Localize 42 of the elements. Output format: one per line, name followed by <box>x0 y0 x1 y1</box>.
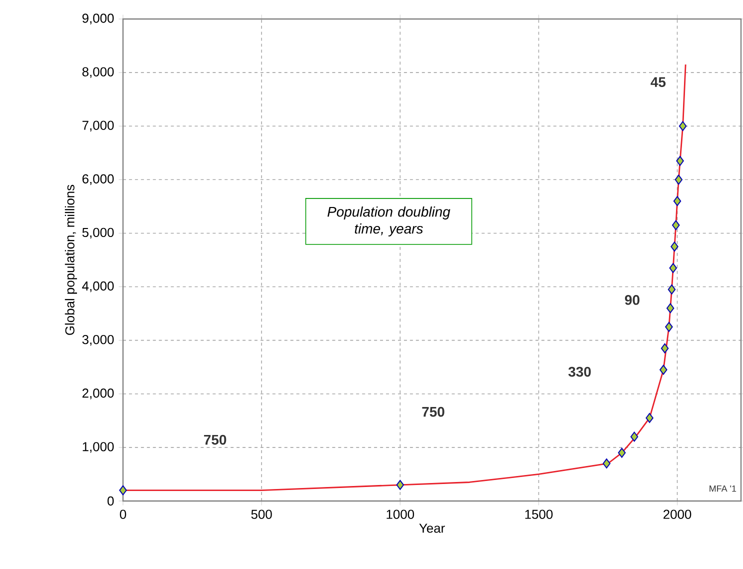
y-tick-label: 1,000 <box>82 442 114 453</box>
point <box>630 432 638 442</box>
y-tick-label: 3,000 <box>82 334 114 346</box>
point <box>669 263 677 274</box>
y-tick-label: 6,000 <box>82 174 114 186</box>
y-tick-label: 8,000 <box>82 67 114 78</box>
x-tick-label: 1000 <box>386 510 414 519</box>
annotation: 45 <box>650 77 666 88</box>
y-axis-title: Global population, millions <box>64 184 77 335</box>
x-tick-label: 1500 <box>525 510 553 519</box>
x-tick-label: 2000 <box>664 510 692 519</box>
point <box>670 242 678 252</box>
point <box>660 343 669 354</box>
point <box>678 121 687 132</box>
annotation: 330 <box>568 366 591 377</box>
annotation: 90 <box>624 295 640 305</box>
point <box>674 174 683 185</box>
y-tick-label: 0 <box>108 496 114 506</box>
point <box>676 156 684 166</box>
point <box>672 220 680 230</box>
annotation: MFA '1 <box>710 485 736 492</box>
y-tick-label: 4,000 <box>82 281 114 292</box>
point <box>119 485 127 496</box>
point <box>660 364 668 375</box>
point <box>665 322 673 332</box>
y-tick-label: 7,000 <box>82 120 114 132</box>
y-tick-label: 5,000 <box>82 228 114 239</box>
point <box>668 284 676 294</box>
point <box>396 480 404 490</box>
x-tick-label: 500 <box>251 510 272 519</box>
y-tick-label: 2,000 <box>82 388 114 400</box>
annotation: Population doubling time, years <box>328 206 450 236</box>
point <box>673 196 682 206</box>
x-axis-title: Year <box>419 524 445 533</box>
annotation: 750 <box>204 434 226 445</box>
point <box>618 448 626 458</box>
annotation: 750 <box>422 406 444 417</box>
point <box>666 303 674 314</box>
y-tick-label: 9,000 <box>82 14 114 24</box>
x-tick-label: 0 <box>120 510 126 519</box>
point <box>602 458 610 468</box>
point <box>646 412 654 423</box>
